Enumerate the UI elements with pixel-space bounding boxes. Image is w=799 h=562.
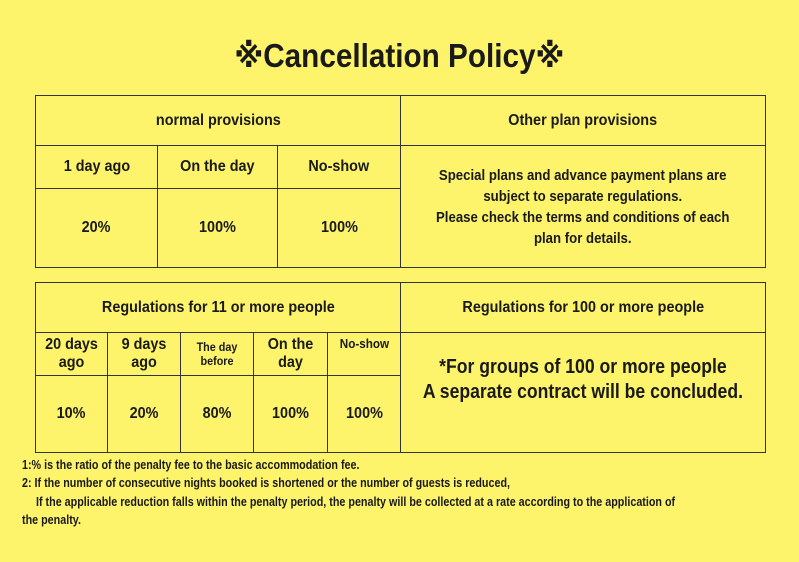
value-text: 80%: [202, 405, 232, 423]
header-cell: normal provisions: [35, 95, 401, 146]
header-text: Regulations for 100 or more people: [462, 298, 704, 316]
value-cell: 100%: [327, 375, 401, 453]
note: 1:% is the ratio of the penalty fee to t…: [22, 458, 360, 472]
column-cell: No-show: [277, 145, 401, 189]
info-text: *For groups of 100 or more people: [439, 356, 727, 378]
header-text: Regulations for 11 or more people: [101, 298, 335, 316]
value-cell: 100%: [277, 188, 401, 268]
header-cell: Regulations for 11 or more people: [35, 282, 401, 333]
note: the penalty.: [22, 513, 81, 527]
info-text: Please check the terms and conditions of…: [436, 208, 730, 226]
header-text: Other plan provisions: [508, 111, 658, 129]
title-text: ※Cancellation Policy※: [234, 37, 565, 74]
column-cell: On the day: [253, 332, 328, 376]
column-text: 20 days ago: [45, 336, 98, 371]
value-text: 20%: [129, 405, 159, 423]
value-cell: 20%: [107, 375, 181, 453]
column-cell: The day before: [180, 332, 254, 376]
column-text: On the day: [267, 336, 314, 371]
column-cell: 20 days ago: [35, 332, 108, 376]
value-text: 100%: [272, 405, 309, 423]
info-cell: Special plans and advance payment plans …: [400, 145, 766, 268]
header-cell: Regulations for 100 or more people: [400, 282, 766, 333]
value-cell: 10%: [35, 375, 108, 453]
value-cell: 20%: [35, 188, 158, 268]
note: 2: If the number of consecutive nights b…: [22, 476, 511, 490]
value-text: 10%: [57, 405, 86, 423]
value-cell: 80%: [180, 375, 254, 453]
value-text: 100%: [199, 219, 236, 237]
column-text: On the day: [180, 158, 255, 176]
title: ※Cancellation Policy※: [0, 36, 799, 75]
header-cell: Other plan provisions: [400, 95, 766, 146]
column-cell: 9 days ago: [107, 332, 181, 376]
value-cell: 100%: [157, 188, 278, 268]
info-text: plan for details.: [534, 229, 632, 247]
column-text: The day before: [196, 339, 238, 368]
value-cell: 100%: [253, 375, 328, 453]
column-text: No-show: [308, 158, 370, 176]
column-cell: 1 day ago: [35, 145, 158, 189]
info-text: Special plans and advance payment plans …: [439, 166, 727, 184]
column-text: No-show: [339, 336, 389, 351]
column-text: 1 day ago: [63, 158, 130, 176]
info-text: A separate contract will be concluded.: [422, 381, 744, 403]
note: If the applicable reduction falls within…: [36, 495, 676, 509]
value-text: 100%: [345, 405, 383, 423]
column-text: 9 days ago: [121, 336, 167, 371]
header-text: normal provisions: [155, 111, 281, 129]
column-cell: No-show: [327, 332, 401, 376]
value-text: 20%: [82, 219, 111, 237]
value-text: 100%: [320, 219, 358, 237]
column-cell: On the day: [157, 145, 278, 189]
info-cell: *For groups of 100 or more people A sepa…: [400, 332, 766, 453]
info-text: subject to separate regulations.: [483, 187, 683, 205]
